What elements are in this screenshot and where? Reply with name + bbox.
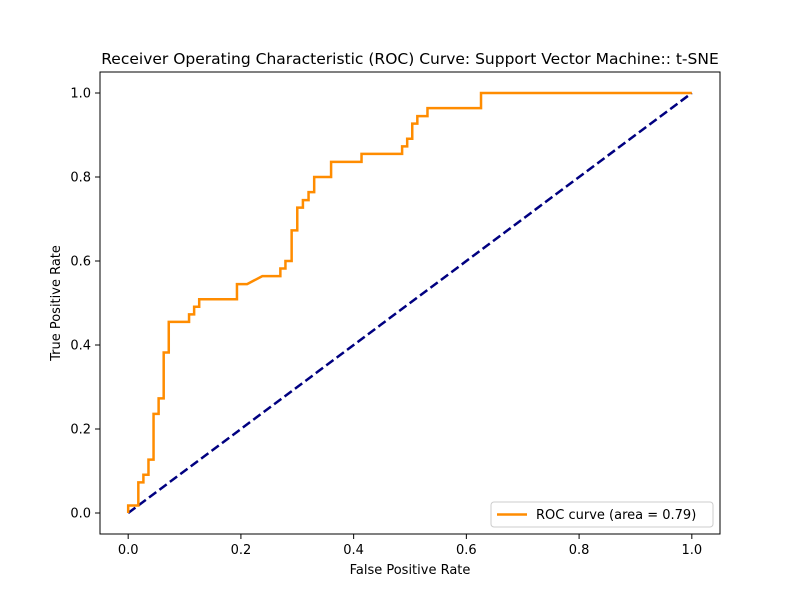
y-axis-title: True Positive Rate [49, 245, 64, 362]
legend-label-roc: ROC curve (area = 0.79) [536, 508, 696, 523]
y-tick-label: 0.8 [70, 171, 91, 186]
chance-diagonal-line [127, 91, 693, 515]
x-tick-label: 1.0 [681, 543, 702, 558]
y-tick-label: 0.4 [70, 339, 91, 354]
x-tick-label: 0.4 [343, 543, 364, 558]
x-tick-label: 0.6 [456, 543, 477, 558]
plot-frame [99, 71, 721, 535]
x-tick-label: 0.8 [569, 543, 590, 558]
legend: ROC curve (area = 0.79) [490, 501, 714, 528]
y-tick-label: 1.0 [70, 87, 91, 102]
y-axis-ticks: 0.0 0.2 0.4 0.6 0.8 1.0 [70, 87, 100, 522]
x-axis-title: False Positive Rate [350, 563, 471, 578]
x-axis-ticks: 0.0 0.2 0.4 0.6 0.8 1.0 [118, 534, 702, 558]
x-tick-label: 0.2 [231, 543, 252, 558]
y-tick-label: 0.2 [70, 423, 91, 438]
legend-box [490, 501, 714, 528]
chart-title: Receiver Operating Characteristic (ROC) … [101, 50, 719, 68]
y-tick-label: 0.0 [70, 507, 91, 522]
series-layer [126, 91, 693, 515]
x-tick-label: 0.0 [118, 543, 139, 558]
y-tick-label: 0.6 [70, 255, 91, 270]
roc-curve-line [126, 91, 692, 513]
